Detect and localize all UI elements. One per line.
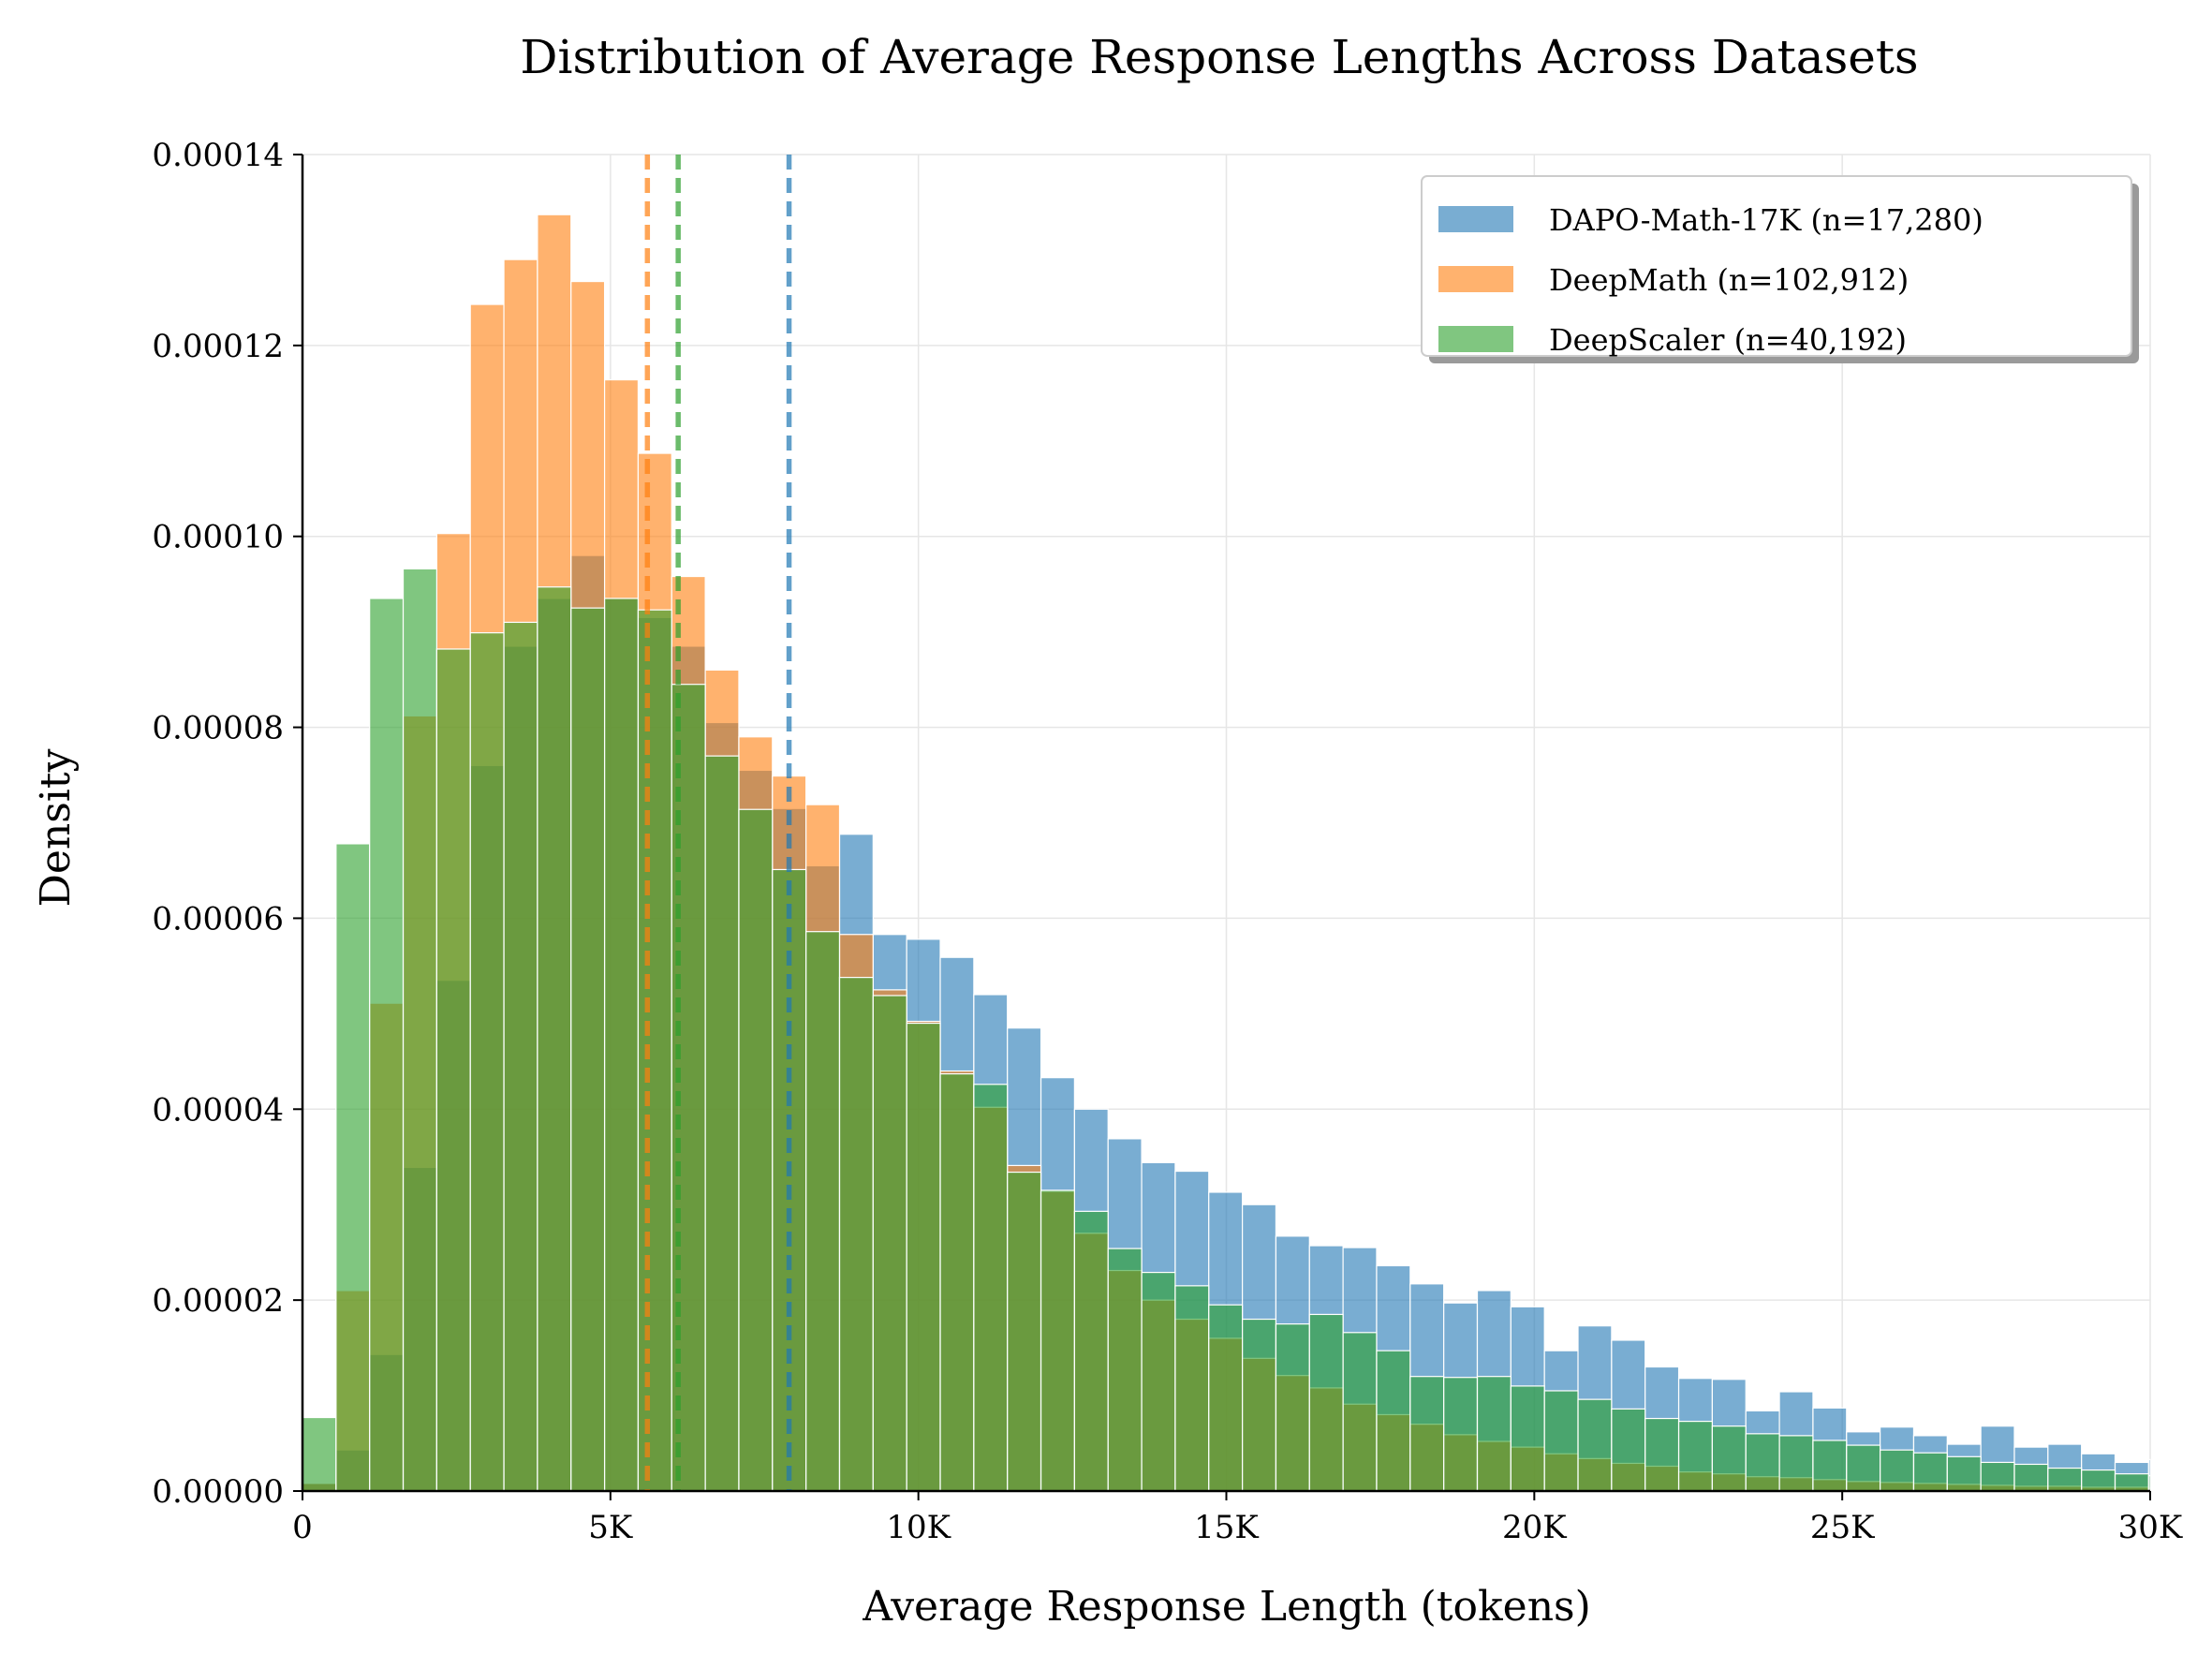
histogram-bar-series-3 [435,648,471,1492]
histogram-bar-series-3 [1308,1313,1344,1492]
y-tick-label: 0.00008 [152,710,284,747]
legend-label-series-1: DAPO-Math-17K (n=17,280) [1549,202,1983,238]
x-tick-label: 25K [1810,1509,1875,1546]
histogram-bar-series-3 [637,609,672,1492]
y-tick-label: 0.00000 [152,1473,284,1511]
histogram-bar-series-3 [2013,1463,2049,1492]
y-tick-label: 0.00002 [152,1282,284,1320]
histogram-bar-series-3 [1880,1449,1915,1492]
x-axis-ticks: 0 5K 10K 15K 20K 25K 30K [292,1491,2183,1546]
histogram-bar-series-3 [1376,1350,1411,1492]
y-tick-label: 0.00010 [152,519,284,556]
histogram-bar-series-3 [302,1416,337,1492]
mean-lines [644,155,792,1491]
y-tick-label: 0.00014 [152,137,284,174]
legend-swatch-series-3 [1438,326,1513,352]
x-axis-title: Average Response Length (tokens) [862,1583,1591,1631]
histogram-bar-series-3 [1946,1455,1982,1492]
histogram-bar-series-3 [1611,1408,1646,1492]
histogram-bar-series-3 [2114,1473,2149,1492]
histogram-bar-series-3 [1208,1304,1244,1492]
histogram-bar-series-3 [1476,1376,1512,1492]
y-axis-ticks: 0.00000 0.00002 0.00004 0.00006 0.00008 0.000… [152,137,302,1511]
histogram-bar-series-3 [369,598,405,1492]
legend: DAPO-Math-17K (n=17,280) DeepMath (n=102,… [1421,175,2139,363]
legend-box [1421,175,2132,357]
histogram-bar-series-3 [738,808,774,1492]
histogram-bar-series-3 [1778,1435,1814,1492]
histogram-bar-series-3 [537,586,572,1492]
histogram-bar-series-3 [2047,1467,2083,1492]
histogram-bar-series-3 [838,977,874,1492]
histogram-bar-series-3 [503,621,538,1492]
y-tick-label: 0.00012 [152,328,284,365]
histogram-bar-series-3 [1543,1390,1579,1492]
y-axis-title: Density [32,748,80,907]
y-tick-label: 0.00006 [152,900,284,938]
histogram-bar-series-3 [805,931,841,1492]
histogram-bar-series-3 [1812,1440,1848,1492]
histogram-bar-series-3 [704,755,740,1492]
histogram-bar-series-3 [402,568,437,1492]
histogram-bar-series-3 [1443,1377,1479,1492]
legend-label-series-3: DeepScaler (n=40,192) [1549,322,1907,358]
histogram-bar-series-3 [469,632,505,1492]
histogram-bar-series-3 [1007,1171,1042,1492]
histogram-bar-series-3 [1745,1433,1780,1492]
histogram-bar-series-3 [2147,1475,2151,1492]
x-tick-label: 15K [1194,1509,1259,1546]
histogram-bar-series-3 [1846,1444,1881,1492]
histogram-bar-series-3 [1107,1248,1143,1492]
histogram-bar-series-3 [1644,1417,1680,1492]
histogram-bar-series-3 [1241,1318,1277,1492]
legend-swatch-series-1 [1438,206,1513,232]
histogram-bar-series-3 [1980,1461,2015,1492]
histogram-bar-series-3 [1141,1271,1176,1492]
histogram-bar-series-3 [1510,1385,1545,1492]
x-tick-label: 0 [292,1509,313,1546]
histogram-bar-series-3 [772,868,807,1492]
histogram-bar-series-3 [973,1084,1009,1492]
histogram-bar-series-3 [671,684,706,1492]
histogram-bar-series-3 [1073,1210,1109,1492]
histogram-bar-series-3 [1409,1376,1445,1492]
histogram-bar-series-3 [1040,1189,1075,1492]
histogram-bar-series-3 [1275,1323,1310,1492]
x-tick-label: 5K [588,1509,633,1546]
histogram-bar-series-3 [2081,1469,2116,1492]
x-tick-label: 10K [886,1509,951,1546]
histogram-bar-series-3 [335,843,371,1492]
chart-title: Distribution of Average Response Lengths… [520,30,1918,84]
histogram-bar-series-3 [570,607,606,1492]
legend-label-series-2: DeepMath (n=102,912) [1549,262,1909,298]
histogram-bar-series-3 [1912,1452,1948,1492]
histogram-bars [302,214,2151,1492]
histogram-bar-series-3 [1577,1398,1613,1492]
legend-swatch-series-2 [1438,266,1513,292]
histogram-bar-series-3 [1677,1420,1713,1492]
y-tick-label: 0.00004 [152,1091,284,1129]
x-tick-label: 20K [1502,1509,1567,1546]
histogram-bar-series-3 [1711,1425,1747,1492]
x-tick-label: 30K [2118,1509,2183,1546]
histogram-bar-series-3 [1342,1332,1378,1492]
histogram-bar-series-3 [1174,1285,1210,1492]
histogram-bar-series-3 [906,1022,941,1492]
histogram-bar-series-3 [939,1072,975,1492]
histogram-bar-series-3 [603,598,640,1492]
histogram-bar-series-3 [872,995,907,1492]
